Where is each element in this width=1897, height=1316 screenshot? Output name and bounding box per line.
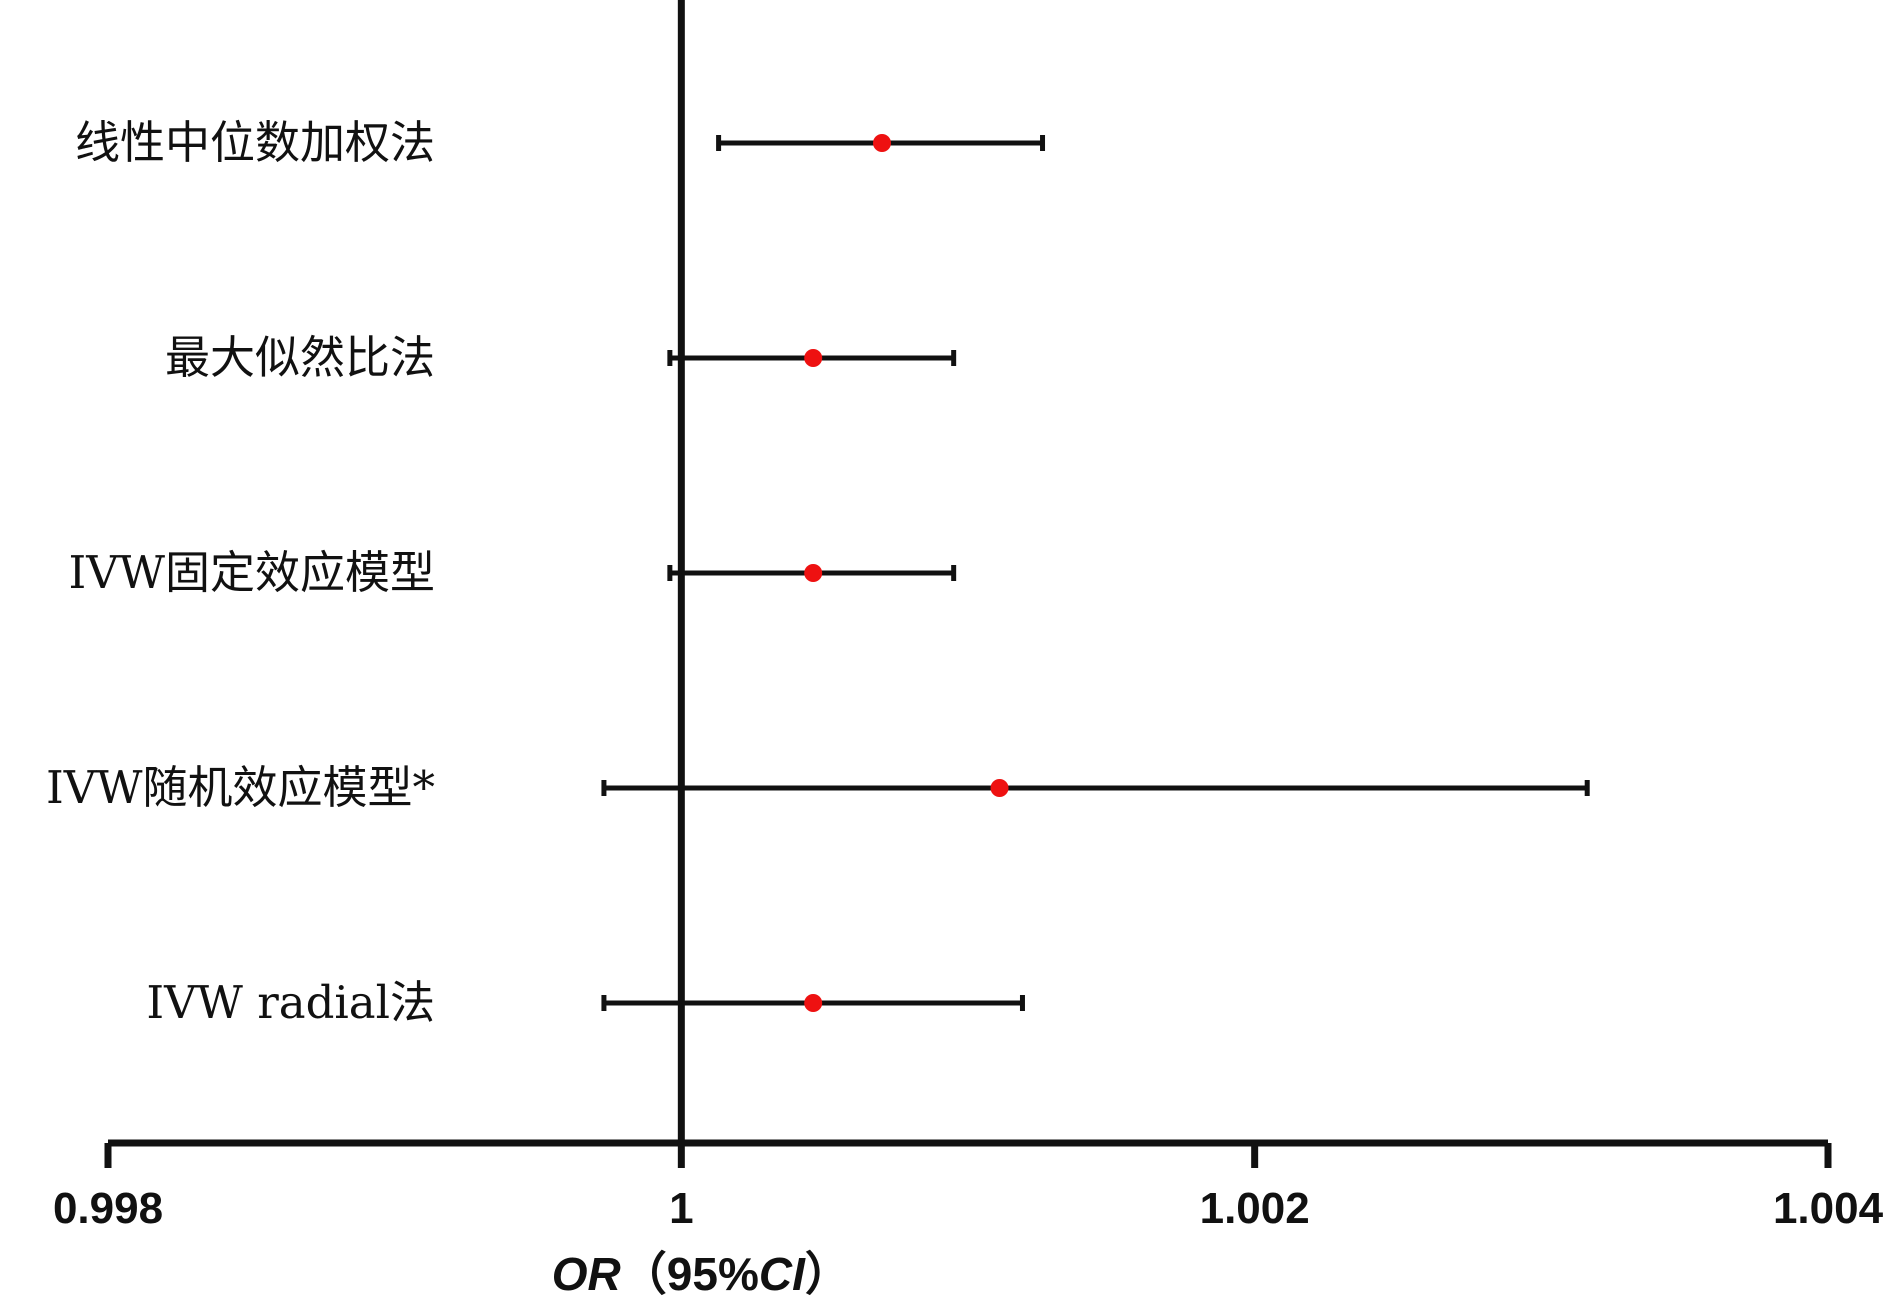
row-label: IVW随机效应模型* [46, 761, 435, 814]
x-tick-label: 0.998 [53, 1184, 163, 1233]
forest-row: 线性中位数加权法 [75, 116, 1046, 169]
forest-row: IVW随机效应模型* [46, 761, 1590, 814]
x-tick-label: 1 [669, 1184, 693, 1233]
or-point [804, 994, 823, 1012]
forest-row: 最大似然比法 [165, 331, 957, 384]
row-label: 线性中位数加权法 [75, 116, 435, 169]
x-tick-label: 1.002 [1200, 1184, 1310, 1233]
x-axis-title-part: ） [805, 1248, 851, 1300]
x-axis-title: OR（95%CI） [552, 1248, 851, 1300]
or-point [804, 349, 823, 367]
row-label: 最大似然比法 [165, 331, 435, 384]
row-label: IVW固定效应模型 [68, 546, 435, 599]
forest-row: IVW radial法 [146, 976, 1025, 1029]
x-axis-title-part: CI [759, 1248, 806, 1300]
axis-layer: 0.998 1 1.002 1.004 OR（95%CI） [53, 1139, 1884, 1300]
or-point [873, 134, 891, 152]
or-point [990, 779, 1009, 797]
x-axis-title-part: （95% [621, 1248, 759, 1300]
row-label: IVW radial法 [146, 976, 435, 1029]
x-tick-label: 1.004 [1773, 1184, 1884, 1233]
x-axis-title-part: OR [552, 1248, 621, 1300]
or-point [804, 564, 823, 582]
forest-row: IVW固定效应模型 [68, 546, 957, 599]
